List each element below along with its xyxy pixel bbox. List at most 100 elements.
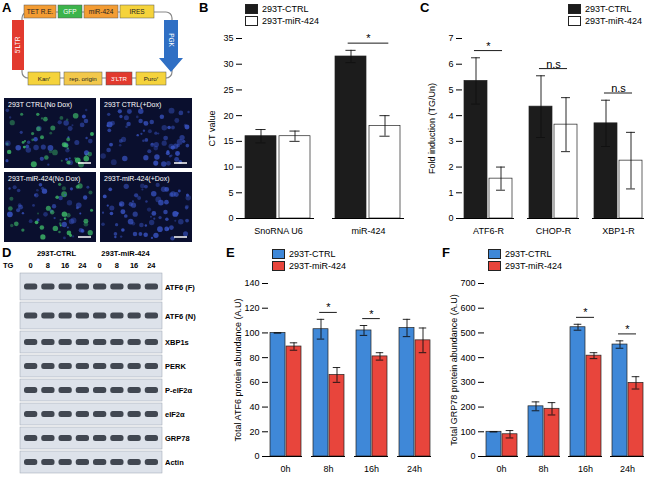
- svg-text:n.s: n.s: [546, 58, 561, 70]
- svg-text:6: 6: [448, 59, 453, 69]
- svg-text:293T CTRL(No Dox): 293T CTRL(No Dox): [8, 101, 72, 109]
- svg-text:120: 120: [244, 303, 259, 313]
- svg-text:miR-424: miR-424: [351, 226, 385, 236]
- svg-text:0: 0: [254, 451, 259, 461]
- svg-text:140: 140: [244, 278, 259, 288]
- svg-text:TG: TG: [3, 261, 14, 270]
- svg-text:100: 100: [244, 328, 259, 338]
- svg-text:15: 15: [223, 136, 233, 146]
- svg-text:20: 20: [223, 111, 233, 121]
- svg-text:16: 16: [130, 261, 138, 270]
- svg-text:40: 40: [249, 402, 259, 412]
- svg-text:GRP78: GRP78: [165, 434, 190, 443]
- svg-text:rep. origin: rep. origin: [69, 75, 97, 82]
- svg-text:1: 1: [448, 188, 453, 198]
- svg-text:600: 600: [460, 303, 475, 313]
- svg-text:*: *: [583, 306, 588, 318]
- svg-text:8h: 8h: [538, 464, 548, 474]
- svg-text:P-eIF2α: P-eIF2α: [165, 386, 193, 395]
- html-text:293T-CTRL: 293T-CTRL: [585, 4, 632, 14]
- svg-text:24: 24: [147, 261, 156, 270]
- svg-text:35: 35: [223, 33, 233, 43]
- svg-text:GFP: GFP: [63, 8, 76, 15]
- html-text:C: C: [420, 0, 430, 15]
- svg-text:0: 0: [470, 451, 475, 461]
- svg-text:XBP1s: XBP1s: [165, 338, 189, 347]
- svg-text:293T-CTRL: 293T-CTRL: [37, 249, 77, 258]
- svg-text:0h: 0h: [280, 464, 290, 474]
- svg-text:ATF6 (F): ATF6 (F): [165, 283, 195, 292]
- svg-text:100: 100: [460, 427, 475, 437]
- html-text:293T-miR-424: 293T-miR-424: [505, 261, 562, 271]
- html-text:293T-CTRL: 293T-CTRL: [262, 4, 309, 14]
- svg-text:293T-miR-424(No Dox): 293T-miR-424(No Dox): [8, 175, 80, 183]
- svg-text:PERK: PERK: [165, 362, 186, 371]
- svg-text:*: *: [326, 301, 331, 313]
- svg-text:60: 60: [249, 377, 259, 387]
- svg-text:5'LTR: 5'LTR: [14, 36, 21, 53]
- svg-text:Puroʳ: Puroʳ: [144, 75, 159, 82]
- svg-text:ATF6-R: ATF6-R: [473, 226, 504, 236]
- html-text:293T-CTRL: 293T-CTRL: [289, 249, 336, 259]
- svg-text:eIF2α: eIF2α: [165, 410, 185, 419]
- svg-text:80: 80: [249, 353, 259, 363]
- svg-text:SnoRNA U6: SnoRNA U6: [254, 226, 303, 236]
- svg-text:*: *: [625, 323, 630, 335]
- svg-text:200: 200: [460, 402, 475, 412]
- svg-text:IRES: IRES: [129, 8, 145, 15]
- svg-text:0: 0: [228, 213, 233, 223]
- html-text:293T-miR-424: 293T-miR-424: [262, 16, 319, 26]
- svg-text:10: 10: [223, 162, 233, 172]
- svg-text:Kanʳ: Kanʳ: [38, 75, 51, 82]
- svg-text:300: 300: [460, 377, 475, 387]
- svg-text:3: 3: [448, 136, 453, 146]
- svg-text:*: *: [366, 32, 371, 44]
- svg-text:293T-miR-424: 293T-miR-424: [101, 249, 150, 258]
- html-text:293T-CTRL: 293T-CTRL: [505, 249, 552, 259]
- svg-text:16h: 16h: [364, 464, 379, 474]
- svg-text:TET R.E.: TET R.E.: [27, 8, 54, 15]
- svg-text:293T CTRL(+Dox): 293T CTRL(+Dox): [104, 101, 161, 109]
- svg-text:Actin: Actin: [165, 458, 184, 467]
- svg-text:Fold induction (TG/Un): Fold induction (TG/Un): [427, 83, 437, 174]
- svg-text:0: 0: [29, 261, 33, 270]
- svg-text:8: 8: [115, 261, 119, 270]
- svg-text:CT value: CT value: [207, 111, 217, 147]
- svg-text:3'LTR: 3'LTR: [111, 75, 127, 82]
- svg-text:25: 25: [223, 85, 233, 95]
- svg-text:400: 400: [460, 353, 475, 363]
- svg-text:n.s: n.s: [611, 82, 626, 94]
- svg-text:Total GRP78 protein abundance: Total GRP78 protein abundance (A.U): [449, 294, 459, 446]
- svg-text:8: 8: [46, 261, 50, 270]
- svg-text:700: 700: [460, 278, 475, 288]
- svg-text:XBP1-R: XBP1-R: [602, 226, 635, 236]
- svg-text:*: *: [486, 40, 491, 52]
- svg-text:5: 5: [448, 85, 453, 95]
- svg-text:0h: 0h: [496, 464, 506, 474]
- svg-text:5: 5: [228, 188, 233, 198]
- svg-text:20: 20: [249, 427, 259, 437]
- svg-text:2: 2: [448, 162, 453, 172]
- svg-text:24: 24: [78, 261, 87, 270]
- svg-text:7: 7: [448, 33, 453, 43]
- svg-text:CHOP-R: CHOP-R: [536, 226, 572, 236]
- svg-text:16: 16: [61, 261, 69, 270]
- html-text:B: B: [199, 0, 209, 15]
- html-text:293T-miR-424: 293T-miR-424: [289, 261, 346, 271]
- svg-text:*: *: [369, 308, 374, 320]
- svg-text:0: 0: [98, 261, 102, 270]
- svg-text:293T-miR-424(+Dox): 293T-miR-424(+Dox): [104, 175, 170, 183]
- svg-text:0: 0: [448, 213, 453, 223]
- svg-text:miR-424: miR-424: [89, 8, 114, 15]
- svg-text:24h: 24h: [620, 464, 635, 474]
- svg-text:4: 4: [448, 111, 453, 121]
- svg-text:Total ATF6 protein abundance (: Total ATF6 protein abundance (A.U): [233, 299, 243, 442]
- svg-text:24h: 24h: [407, 464, 422, 474]
- svg-text:500: 500: [460, 328, 475, 338]
- svg-text:16h: 16h: [578, 464, 593, 474]
- svg-text:PGK: PGK: [168, 33, 175, 47]
- html-text:293T-miR-424: 293T-miR-424: [585, 16, 642, 26]
- svg-text:30: 30: [223, 59, 233, 69]
- svg-text:ATF6 (N): ATF6 (N): [165, 312, 196, 321]
- svg-text:8h: 8h: [323, 464, 333, 474]
